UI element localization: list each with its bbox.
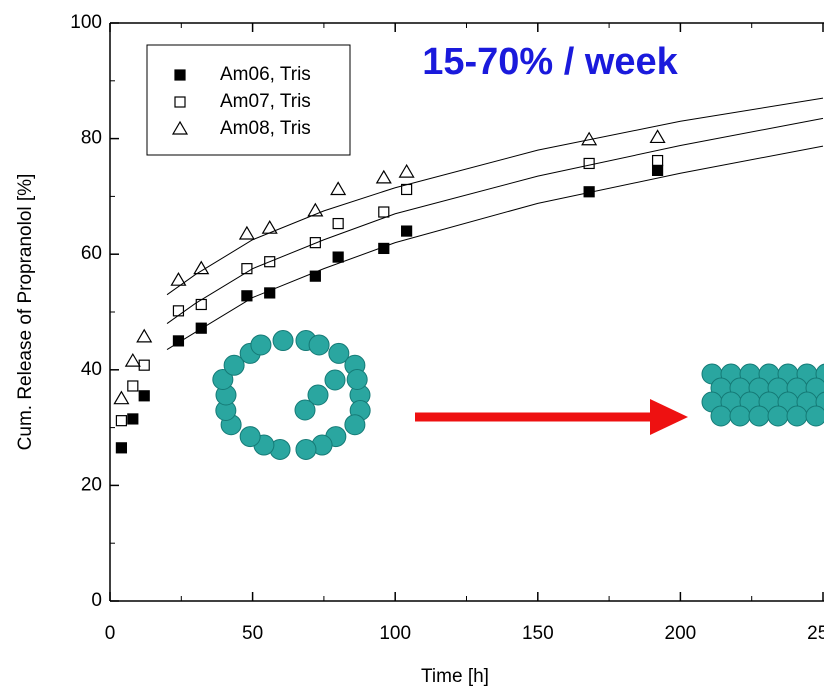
point: [115, 442, 128, 454]
point: [193, 260, 210, 275]
particle: [294, 399, 316, 421]
annotation: 15-70% / week: [422, 41, 678, 83]
point: [261, 219, 278, 234]
illustration: [212, 330, 824, 460]
point: [195, 322, 207, 334]
x-tick-label: 150: [522, 623, 554, 644]
point: [309, 237, 321, 249]
point: [651, 154, 664, 167]
point: [170, 272, 187, 286]
point: [378, 242, 390, 255]
point: [651, 164, 664, 176]
point: [172, 305, 185, 317]
x-tick-label: 0: [105, 623, 116, 644]
particle: [250, 334, 272, 356]
point: [401, 225, 413, 237]
point: [307, 202, 324, 217]
y-tick-label: 80: [81, 128, 102, 149]
point: [124, 352, 141, 367]
y-tick-label: 60: [81, 243, 102, 264]
arrow-head: [650, 399, 688, 435]
point: [241, 263, 253, 275]
point: [332, 217, 344, 230]
legend-label: Am08, Tris: [220, 118, 311, 139]
point: [264, 287, 276, 299]
particle: [308, 334, 330, 356]
legend-marker: [171, 120, 189, 135]
x-tick-label: 200: [665, 623, 697, 644]
x-tick-label: 250: [807, 623, 824, 644]
point: [378, 206, 390, 218]
y-tick-label: 40: [81, 359, 102, 380]
point: [264, 256, 276, 268]
x-axis-label: Time [h]: [421, 666, 489, 687]
particle: [344, 414, 366, 436]
particle: [805, 405, 824, 427]
legend-marker: [174, 96, 186, 108]
point: [241, 290, 253, 302]
particle: [239, 426, 261, 448]
point: [138, 390, 150, 402]
point: [127, 380, 139, 392]
particle: [272, 330, 294, 352]
point: [332, 251, 344, 263]
legend-box: [146, 44, 351, 156]
point: [195, 298, 207, 311]
fit-line: [166, 117, 824, 324]
point: [649, 129, 666, 144]
point: [127, 413, 139, 425]
point: [136, 328, 153, 343]
point: [113, 390, 130, 405]
legend-marker: [174, 69, 186, 81]
y-axis-label: Cum. Release of Propranolol [%]: [15, 174, 36, 451]
x-tick-label: 50: [242, 623, 263, 644]
particle: [748, 405, 770, 427]
particle: [324, 369, 346, 391]
particle: [767, 405, 789, 427]
point: [375, 169, 392, 184]
particle: [786, 405, 808, 427]
point: [172, 335, 185, 347]
particle: [729, 405, 751, 427]
legend-label: Am07, Tris: [220, 91, 311, 112]
point: [581, 131, 598, 146]
point: [398, 163, 415, 178]
x-tick-label: 100: [379, 623, 411, 644]
particle: [710, 405, 732, 427]
point: [309, 270, 321, 282]
particle: [307, 384, 329, 406]
point: [115, 415, 128, 427]
y-tick-label: 0: [91, 590, 102, 611]
y-tick-label: 100: [70, 12, 102, 33]
particle: [346, 369, 368, 391]
point: [330, 181, 347, 196]
particle: [295, 438, 317, 460]
y-tick-label: 20: [81, 474, 102, 495]
point: [583, 186, 595, 198]
particle: [328, 342, 350, 364]
point: [583, 157, 595, 170]
fit-line: [166, 145, 824, 350]
point: [238, 225, 255, 240]
particle: [223, 354, 245, 376]
point: [138, 359, 150, 371]
particle: [212, 369, 234, 391]
legend-label: Am06, Tris: [220, 64, 311, 85]
